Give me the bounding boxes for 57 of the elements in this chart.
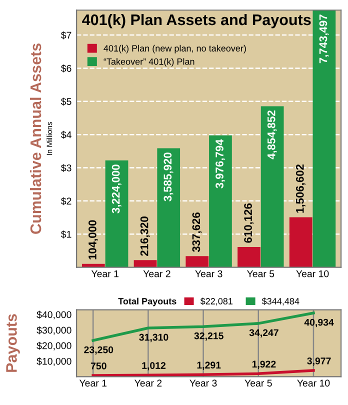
data-label: 34,247	[249, 329, 278, 338]
x-tick-label: Year 1	[91, 270, 118, 278]
data-label: 1,291	[197, 362, 221, 370]
legend-label: “Takeover” 401(k) Plan	[104, 58, 194, 67]
chart-title: 401(k) Plan Assets and Payouts	[82, 14, 311, 28]
legend-title: Total Payouts	[118, 298, 176, 306]
y-tick-label: $4	[60, 130, 72, 139]
y-tick-label: $2	[60, 197, 72, 206]
y-tick-label: $6	[60, 64, 72, 72]
x-tick-label: Year 10	[297, 380, 330, 387]
x-tick-label: Year 10	[296, 270, 329, 278]
y-tick-label: $20,000	[36, 342, 72, 350]
annotation: 610,126	[244, 203, 254, 243]
annotation: 3,585,920	[164, 152, 174, 202]
annotation: 3,976,794	[216, 139, 226, 188]
x-tick-label: Year 2	[143, 270, 170, 278]
annotation: 4,854,852	[267, 110, 277, 160]
bar	[238, 247, 260, 268]
bar	[157, 148, 180, 268]
x-tick-label: Year 1	[79, 380, 106, 387]
x-tick-label: Year 5	[246, 270, 274, 278]
annotation: 337,626	[192, 212, 202, 252]
annotation: 3,224,000	[112, 164, 122, 214]
data-label: 32,215	[194, 332, 224, 341]
x-tick-label: Year 3	[190, 380, 217, 387]
data-label: 40,934	[304, 318, 334, 328]
data-label: 1,922	[252, 360, 276, 369]
x-tick-label: Year 3	[195, 270, 222, 278]
annotation: 7,743,497	[319, 14, 329, 64]
data-label: 23,250	[84, 346, 114, 355]
bar	[209, 135, 232, 268]
legend-label: 401(k) Plan (new plan, no takeover)	[104, 44, 246, 54]
x-tick-label: Year 5	[244, 380, 272, 387]
legend-label: $22,081	[200, 298, 233, 306]
data-label: 3,977	[307, 357, 331, 366]
data-label: 1,012	[142, 362, 166, 370]
annotation: 1,506,602	[296, 164, 306, 213]
y-axis-title: Payouts	[6, 314, 20, 372]
x-tick-label: Year 2	[134, 380, 162, 387]
y-tick-label: $1	[60, 230, 72, 238]
bar	[105, 160, 128, 268]
y-tick-label: $30,000	[36, 326, 72, 335]
legend-label: $344,484	[262, 298, 300, 306]
bar	[289, 217, 312, 268]
bar	[186, 256, 209, 268]
bar	[260, 106, 284, 268]
y-tick-label: $3	[60, 164, 72, 172]
data-label: 750	[90, 362, 106, 370]
y-tick-label: $40,000	[36, 310, 72, 320]
y-tick-label: $7	[60, 31, 72, 40]
y-tick-label: $10,000	[36, 357, 72, 366]
data-label: 31,310	[139, 334, 168, 342]
bar	[312, 10, 336, 268]
annotation: 216,320	[140, 216, 150, 256]
annotation: 104,000	[88, 220, 98, 260]
y-tick-label: $5	[60, 98, 72, 106]
y-axis-title: Cumulative Annual Assets	[30, 44, 42, 234]
